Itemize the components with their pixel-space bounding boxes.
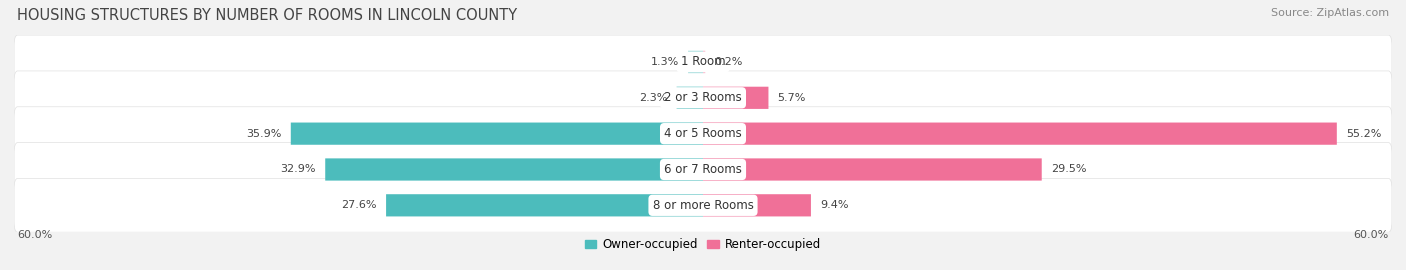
Text: 2.3%: 2.3% bbox=[640, 93, 668, 103]
Text: 5.7%: 5.7% bbox=[778, 93, 806, 103]
FancyBboxPatch shape bbox=[387, 194, 703, 217]
FancyBboxPatch shape bbox=[14, 35, 1392, 89]
Text: 9.4%: 9.4% bbox=[820, 200, 849, 210]
FancyBboxPatch shape bbox=[703, 51, 706, 73]
Text: 1 Room: 1 Room bbox=[681, 55, 725, 69]
Text: 4 or 5 Rooms: 4 or 5 Rooms bbox=[664, 127, 742, 140]
Text: HOUSING STRUCTURES BY NUMBER OF ROOMS IN LINCOLN COUNTY: HOUSING STRUCTURES BY NUMBER OF ROOMS IN… bbox=[17, 8, 517, 23]
Text: 0.2%: 0.2% bbox=[714, 57, 742, 67]
Text: 60.0%: 60.0% bbox=[17, 230, 53, 240]
FancyBboxPatch shape bbox=[14, 107, 1392, 161]
FancyBboxPatch shape bbox=[291, 123, 703, 145]
Legend: Owner-occupied, Renter-occupied: Owner-occupied, Renter-occupied bbox=[579, 234, 827, 256]
FancyBboxPatch shape bbox=[14, 143, 1392, 196]
Text: 60.0%: 60.0% bbox=[1353, 230, 1389, 240]
Text: 1.3%: 1.3% bbox=[651, 57, 679, 67]
Text: 29.5%: 29.5% bbox=[1050, 164, 1087, 174]
Text: 35.9%: 35.9% bbox=[246, 129, 281, 139]
Text: 55.2%: 55.2% bbox=[1346, 129, 1381, 139]
FancyBboxPatch shape bbox=[676, 87, 703, 109]
FancyBboxPatch shape bbox=[703, 87, 769, 109]
Text: Source: ZipAtlas.com: Source: ZipAtlas.com bbox=[1271, 8, 1389, 18]
FancyBboxPatch shape bbox=[14, 178, 1392, 232]
FancyBboxPatch shape bbox=[703, 123, 1337, 145]
FancyBboxPatch shape bbox=[703, 158, 1042, 181]
Text: 8 or more Rooms: 8 or more Rooms bbox=[652, 199, 754, 212]
Text: 27.6%: 27.6% bbox=[342, 200, 377, 210]
Text: 6 or 7 Rooms: 6 or 7 Rooms bbox=[664, 163, 742, 176]
Text: 2 or 3 Rooms: 2 or 3 Rooms bbox=[664, 91, 742, 104]
FancyBboxPatch shape bbox=[703, 194, 811, 217]
FancyBboxPatch shape bbox=[688, 51, 703, 73]
FancyBboxPatch shape bbox=[325, 158, 703, 181]
Text: 32.9%: 32.9% bbox=[281, 164, 316, 174]
FancyBboxPatch shape bbox=[14, 71, 1392, 125]
